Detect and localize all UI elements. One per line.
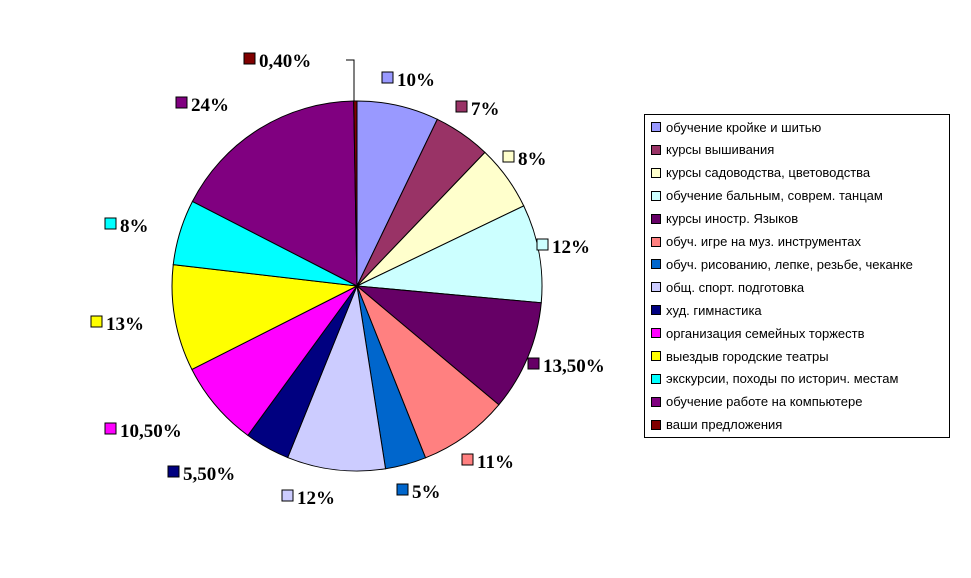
- data-label-12: 8%: [120, 216, 149, 237]
- data-label-swatch-1: [381, 71, 394, 84]
- data-label-13: 24%: [191, 95, 229, 116]
- data-label-14: 0,40%: [259, 51, 311, 72]
- legend-item: курсы садоводства, цветоводства: [651, 164, 870, 182]
- data-label-swatch-3: [502, 150, 515, 163]
- legend-swatch: [651, 167, 661, 178]
- pie-slice-14: [353, 100, 358, 287]
- data-label-8: 12%: [297, 488, 335, 509]
- legend-item: курсы иностр. Языков: [651, 210, 798, 228]
- legend-label: курсы иностр. Языков: [666, 211, 799, 227]
- pie-slice-8: [287, 284, 387, 472]
- data-label-swatch-8: [281, 489, 294, 502]
- data-label-3: 8%: [518, 149, 547, 170]
- legend-item: обучение работе на компьютере: [651, 393, 862, 411]
- legend-item: курсы вышивания: [651, 141, 774, 159]
- data-label-swatch-5: [527, 357, 540, 370]
- data-label-2: 7%: [471, 99, 500, 120]
- legend-item: обучение бальным, соврем. танцам: [651, 187, 883, 205]
- data-label-1: 10%: [397, 70, 435, 91]
- data-label-swatch-6: [461, 453, 474, 466]
- data-label-swatch-2: [455, 100, 468, 113]
- legend-item: ваши предложения: [651, 416, 782, 434]
- chart-legend: обучение кройке и шитью курсы вышивания ку…: [644, 114, 950, 438]
- legend-label: ваши предложения: [666, 417, 783, 433]
- data-label-9: 5,50%: [183, 464, 235, 485]
- data-label-swatch-7: [396, 483, 409, 496]
- legend-swatch: [651, 373, 661, 384]
- legend-label: экскурсии, походы по историч. местам: [666, 371, 899, 387]
- legend-swatch: [651, 328, 661, 339]
- pie-slice-13: [191, 100, 358, 287]
- legend-label: обуч. игре на муз. инструментах: [666, 234, 861, 249]
- data-label-7: 5%: [412, 482, 441, 503]
- legend-label: выездыв городские театры: [666, 348, 829, 364]
- data-label-10: 10,50%: [120, 421, 182, 442]
- pie-slice-11: [171, 264, 359, 371]
- pie-slice-4: [355, 205, 543, 304]
- legend-swatch: [651, 259, 661, 270]
- legend-item: обуч. рисованию, лепке, резьбе, чеканке: [651, 255, 913, 273]
- legend-item: общ. спорт. подготовка: [651, 278, 804, 296]
- data-label-11: 13%: [106, 314, 144, 335]
- legend-swatch: [651, 236, 661, 247]
- leader-line: [346, 59, 355, 101]
- legend-swatch: [651, 213, 661, 224]
- data-label-swatch-14: [243, 52, 256, 65]
- legend-swatch: [651, 351, 661, 361]
- legend-label: обучение работе на компьютере: [666, 394, 863, 410]
- legend-swatch: [651, 190, 661, 201]
- data-label-swatch-10: [104, 422, 117, 435]
- legend-label: курсы садоводства, цветоводства: [666, 165, 871, 181]
- legend-item: худ. гимнастика: [651, 301, 762, 319]
- legend-label: обучение бальным, соврем. танцам: [666, 188, 883, 204]
- legend-label: курсы вышивания: [666, 142, 775, 158]
- data-label-swatch-11: [90, 315, 103, 328]
- data-label-5: 13,50%: [543, 356, 605, 377]
- pie-slice-5: [355, 285, 542, 406]
- legend-item: выездыв городские театры: [651, 347, 829, 365]
- data-label-6: 11%: [477, 452, 514, 473]
- data-label-swatch-9: [167, 465, 180, 478]
- pie-slice-6: [356, 285, 500, 459]
- legend-swatch: [651, 305, 661, 316]
- legend-swatch: [651, 122, 661, 132]
- legend-item: организация семейных торжеств: [651, 324, 865, 342]
- legend-label: организация семейных торжеств: [666, 325, 865, 341]
- legend-swatch: [651, 282, 661, 293]
- legend-label: худ. гимнастика: [666, 302, 762, 318]
- legend-swatch: [651, 419, 661, 430]
- data-label-swatch-12: [104, 217, 117, 230]
- data-label-swatch-4: [536, 238, 549, 251]
- legend-label: общ. спорт. подготовка: [666, 279, 805, 295]
- data-label-4: 12%: [552, 237, 590, 258]
- legend-item: экскурсии, походы по историч. местам: [651, 370, 898, 388]
- data-label-swatch-13: [175, 96, 188, 109]
- legend-item: обучение кройке и шитью: [651, 118, 821, 136]
- legend-label: обуч. рисованию, лепке, резьбе, чеканке: [666, 256, 913, 272]
- legend-item: обуч. игре на муз. инструментах: [651, 233, 861, 251]
- legend-label: обучение кройке и шитью: [666, 119, 822, 135]
- legend-swatch: [651, 144, 661, 155]
- legend-swatch: [651, 396, 661, 407]
